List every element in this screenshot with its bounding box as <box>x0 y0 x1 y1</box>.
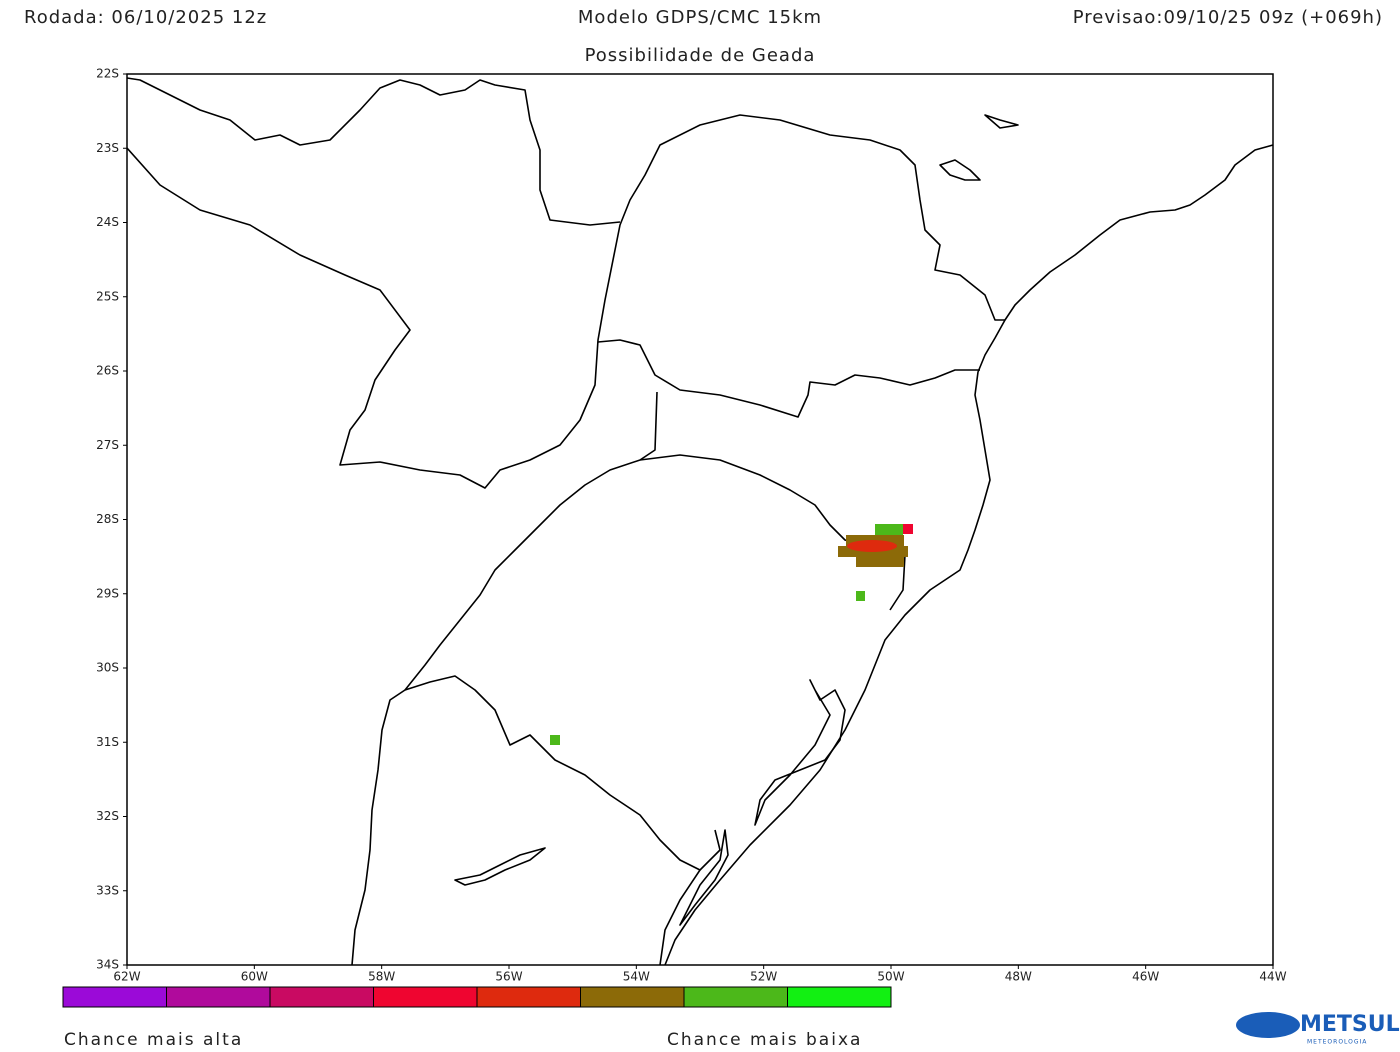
logo-tagline: METEOROLOGIA <box>1307 1039 1367 1046</box>
legend-swatch <box>787 986 892 1008</box>
frost-area <box>550 524 913 745</box>
lake <box>454 847 546 886</box>
lon-label: 46W <box>1132 970 1159 984</box>
lat-label: 23S <box>96 141 119 155</box>
border <box>597 339 980 418</box>
lat-label: 32S <box>96 809 119 823</box>
lake <box>939 159 981 181</box>
lon-label: 48W <box>1005 970 1032 984</box>
lake <box>984 114 1019 129</box>
legend-swatch <box>683 986 788 1008</box>
border <box>351 391 658 966</box>
coastline <box>664 144 1274 966</box>
lat-label: 31S <box>96 735 119 749</box>
lat-label: 34S <box>96 958 119 972</box>
map-frame <box>126 73 1274 966</box>
border <box>126 77 621 226</box>
lagoon <box>679 829 729 926</box>
logo-name: METSUL <box>1300 1012 1400 1037</box>
logo-globe <box>1236 1012 1300 1038</box>
lon-label: 60W <box>241 970 268 984</box>
border <box>126 114 1005 489</box>
legend-swatch <box>580 986 685 1008</box>
logo: METSUL METEOROLOGIA <box>1236 1012 1400 1046</box>
lat-label: 22S <box>96 67 119 81</box>
model-label: Modelo GDPS/CMC 15km <box>578 7 822 28</box>
lon-label: 54W <box>623 970 650 984</box>
legend-swatch <box>166 986 271 1008</box>
forecast-label: Previsao:09/10/25 09z (+069h) <box>1073 7 1383 28</box>
map-title: Possibilidade de Geada <box>585 45 816 66</box>
legend-swatch <box>373 986 478 1008</box>
border <box>639 454 906 611</box>
legend-swatch <box>269 986 374 1008</box>
lon-label: 62W <box>113 970 140 984</box>
lat-label: 30S <box>96 661 119 675</box>
legend-low: Chance mais baixa <box>667 1030 862 1050</box>
map <box>126 73 1274 966</box>
legend-swatch <box>62 986 167 1008</box>
lon-label: 58W <box>368 970 395 984</box>
lon-label: 56W <box>495 970 522 984</box>
legend-swatch <box>476 986 581 1008</box>
lat-label: 33S <box>96 883 119 897</box>
lat-label: 24S <box>96 215 119 229</box>
lon-label: 50W <box>877 970 904 984</box>
lon-label: 44W <box>1259 970 1286 984</box>
lon-label: 52W <box>750 970 777 984</box>
border <box>404 675 721 871</box>
border <box>659 869 701 966</box>
lat-label: 27S <box>96 438 119 452</box>
lagoon <box>754 679 846 826</box>
lat-label: 26S <box>96 364 119 378</box>
run-label: Rodada: 06/10/2025 12z <box>24 7 267 28</box>
legend-high: Chance mais alta <box>64 1030 243 1050</box>
lat-label: 28S <box>96 512 119 526</box>
lat-label: 25S <box>96 289 119 303</box>
lat-label: 29S <box>96 586 119 600</box>
